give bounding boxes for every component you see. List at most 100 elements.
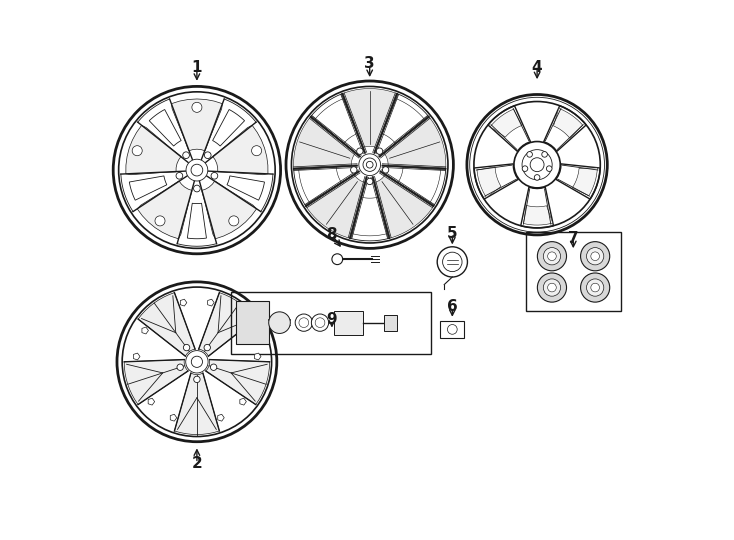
Circle shape	[176, 172, 183, 179]
Polygon shape	[490, 109, 522, 137]
Polygon shape	[148, 398, 155, 405]
Circle shape	[132, 146, 142, 156]
Polygon shape	[352, 197, 387, 236]
Text: 3: 3	[364, 56, 375, 71]
Polygon shape	[374, 174, 435, 239]
Polygon shape	[134, 353, 140, 360]
Polygon shape	[477, 167, 501, 198]
Text: 9: 9	[327, 312, 337, 327]
Polygon shape	[213, 125, 268, 175]
Polygon shape	[187, 203, 206, 239]
Circle shape	[591, 252, 600, 261]
Polygon shape	[341, 89, 399, 147]
Polygon shape	[305, 174, 366, 239]
Polygon shape	[126, 125, 181, 175]
Circle shape	[377, 148, 382, 154]
Polygon shape	[398, 167, 440, 202]
Text: 2: 2	[192, 456, 203, 471]
Circle shape	[204, 152, 211, 159]
Polygon shape	[474, 164, 518, 199]
Text: 5: 5	[447, 226, 457, 241]
Circle shape	[204, 345, 211, 351]
Bar	[526, 232, 621, 310]
Polygon shape	[218, 414, 224, 421]
Circle shape	[437, 247, 468, 277]
Bar	[231, 292, 431, 354]
Text: 1: 1	[192, 60, 202, 75]
Polygon shape	[227, 176, 264, 200]
Circle shape	[586, 247, 604, 265]
Circle shape	[211, 364, 217, 370]
Polygon shape	[202, 181, 257, 239]
Circle shape	[194, 185, 200, 192]
Polygon shape	[138, 293, 195, 356]
Circle shape	[581, 273, 610, 302]
Polygon shape	[240, 398, 247, 405]
Polygon shape	[299, 167, 341, 202]
Polygon shape	[544, 106, 586, 151]
Circle shape	[543, 247, 561, 265]
Polygon shape	[488, 106, 531, 151]
Circle shape	[192, 102, 202, 112]
Polygon shape	[137, 181, 192, 239]
Polygon shape	[172, 99, 222, 151]
Circle shape	[537, 242, 567, 271]
Circle shape	[332, 254, 343, 265]
Circle shape	[191, 164, 203, 176]
Circle shape	[351, 167, 357, 173]
Circle shape	[514, 141, 560, 188]
Polygon shape	[199, 293, 255, 356]
Circle shape	[527, 152, 532, 157]
Circle shape	[537, 273, 567, 302]
Polygon shape	[213, 110, 244, 146]
Circle shape	[295, 314, 313, 332]
Polygon shape	[175, 373, 219, 435]
Polygon shape	[553, 109, 583, 138]
Polygon shape	[315, 99, 357, 143]
Polygon shape	[181, 299, 187, 306]
Polygon shape	[142, 327, 148, 334]
Circle shape	[363, 158, 377, 171]
Polygon shape	[124, 360, 188, 404]
Polygon shape	[520, 187, 553, 228]
Circle shape	[542, 152, 548, 157]
Circle shape	[186, 350, 208, 373]
Bar	[384, 314, 397, 330]
Polygon shape	[523, 205, 553, 225]
Polygon shape	[208, 299, 214, 306]
Circle shape	[155, 216, 165, 226]
Text: 4: 4	[532, 60, 542, 75]
Circle shape	[359, 154, 381, 176]
Circle shape	[534, 174, 540, 180]
Circle shape	[548, 283, 556, 292]
Polygon shape	[294, 116, 355, 170]
Text: 6: 6	[447, 299, 458, 314]
Circle shape	[311, 314, 329, 332]
Polygon shape	[255, 353, 261, 360]
Text: 8: 8	[327, 227, 337, 242]
Circle shape	[229, 216, 239, 226]
Circle shape	[581, 242, 610, 271]
Circle shape	[366, 178, 373, 185]
Polygon shape	[382, 99, 424, 143]
Bar	[333, 311, 363, 335]
Circle shape	[357, 148, 363, 154]
Polygon shape	[129, 176, 167, 200]
Circle shape	[586, 279, 604, 296]
Circle shape	[269, 312, 291, 333]
Circle shape	[366, 161, 373, 168]
Circle shape	[546, 166, 552, 171]
Polygon shape	[573, 168, 597, 196]
Polygon shape	[206, 360, 269, 404]
Circle shape	[382, 167, 389, 173]
Circle shape	[543, 279, 561, 296]
Bar	[236, 301, 269, 345]
Circle shape	[177, 364, 184, 370]
Circle shape	[211, 172, 218, 179]
Polygon shape	[556, 164, 600, 199]
Circle shape	[591, 283, 600, 292]
Polygon shape	[246, 327, 252, 334]
Circle shape	[194, 376, 200, 382]
Polygon shape	[149, 110, 181, 146]
Circle shape	[522, 166, 528, 171]
